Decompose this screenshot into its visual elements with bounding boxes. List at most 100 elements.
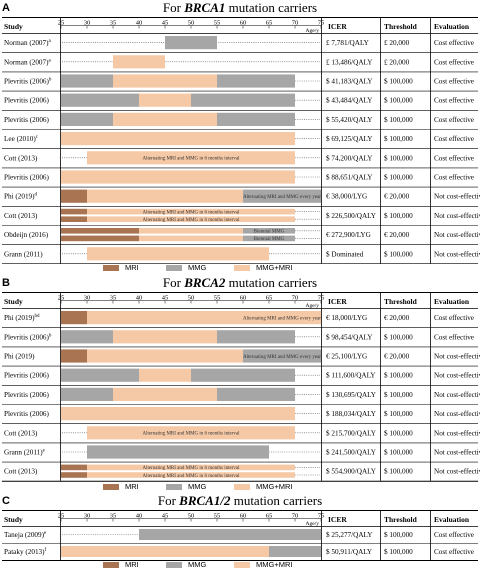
x-tick-label: 70	[292, 513, 299, 520]
bar-both	[61, 132, 295, 146]
bar-annotation: Biennial MMG	[254, 237, 285, 242]
bar-annotation: Alternating MRI and MMG in 6 months inte…	[142, 474, 240, 479]
row-study: Plevritis (2006)	[4, 391, 50, 399]
bar-mri	[61, 189, 87, 203]
row-study-superscript: d	[35, 193, 38, 198]
bar-annotation: Alternating MRI and MMG in 6 months inte…	[142, 466, 240, 471]
row-evaluation: Not cost-effective	[434, 391, 480, 399]
header-study: Study	[4, 297, 23, 306]
legend-mri: MRI	[103, 263, 139, 272]
row-threshold: $ 100,000	[384, 468, 413, 476]
bar-mmg	[139, 529, 321, 540]
x-tick-label: 40	[136, 295, 143, 302]
row-icer: € 272,900/LYG	[326, 231, 371, 239]
bar-both	[139, 368, 191, 382]
row-study: Plevritis (2006)	[4, 410, 50, 418]
row-icer: £ 13,486/QALY	[326, 58, 373, 66]
bar-mmg	[269, 546, 321, 557]
bar-mmg	[243, 235, 295, 242]
row-icer: $ 50,911/QALY	[326, 548, 373, 556]
x-tick-label: 55	[214, 513, 221, 520]
row-study: Cott (2013)	[4, 154, 38, 162]
row-icer: £ 7,781/QALY	[326, 39, 370, 47]
row-threshold: $ 100,000	[384, 97, 413, 105]
row-threshold: $ 100,000	[384, 429, 413, 437]
row-study: Phi (2019)d	[4, 193, 38, 201]
bar-mri	[61, 216, 87, 222]
bar-both	[87, 426, 295, 440]
row-icer: $ 69,125/QALY	[326, 135, 373, 143]
legend-mmg: MMG	[166, 263, 206, 272]
row-study: Pataky (2013)f	[4, 548, 47, 556]
row-evaluation: Cost effective	[434, 548, 474, 556]
bar-annotation: Alternating MRI and MMG in 6 months inte…	[142, 218, 240, 223]
x-tick-label: 65	[266, 295, 273, 302]
x-axis-unit: Age/y	[306, 303, 320, 309]
row-evaluation: Not cost-effective	[434, 410, 480, 418]
row-study: Plevritis (2006)	[4, 174, 50, 182]
row-evaluation: Cost effective	[434, 314, 474, 322]
bar-mmg	[87, 445, 269, 459]
bar-both	[243, 311, 321, 325]
x-tick-label: 30	[84, 513, 91, 520]
bar-both	[61, 546, 269, 557]
panel-a-chart: Study ICER Threshold Evaluation 25 30 35 40 45 50…	[2, 17, 480, 264]
title-prefix: For	[162, 275, 185, 290]
row-study: Cott (2013)	[4, 429, 38, 437]
bar-mmg	[217, 74, 295, 88]
header-icer: ICER	[328, 297, 347, 306]
x-tick-label: 30	[84, 295, 91, 302]
legend-swatch-both	[234, 265, 250, 272]
row-evaluation: Cost effective	[434, 154, 474, 162]
title-suffix: mutation carriers	[225, 0, 318, 15]
bar-both	[139, 228, 243, 234]
header-evaluation: Evaluation	[434, 297, 470, 306]
row-icer: $ 98,454/QALY	[326, 333, 373, 341]
x-tick-label: 50	[188, 513, 195, 520]
header-evaluation: Evaluation	[434, 515, 470, 524]
legend-mmg: MMG	[166, 482, 206, 491]
row-evaluation: Not cost-effective	[434, 429, 480, 437]
panel-b-letter: B	[2, 277, 10, 289]
row-threshold: $ 100,000	[384, 116, 413, 124]
x-tick-label: 25	[58, 20, 65, 27]
x-tick-label: 40	[136, 513, 143, 520]
row-icer: $ 130,695/QALY	[326, 391, 377, 399]
bar-mri	[61, 311, 87, 325]
row-threshold: £ 20,000	[384, 39, 410, 47]
legend-swatch-both	[234, 484, 250, 491]
row-threshold: $ 100,000	[384, 135, 413, 143]
x-tick-label: 70	[292, 20, 299, 27]
bar-mmg	[61, 93, 139, 107]
bar-mri	[61, 235, 139, 242]
row-study: Obdeijn (2016)	[4, 231, 49, 239]
row-icer: $ 188,034/QALY	[326, 410, 377, 418]
row-study: Plevritis (2006)	[4, 372, 50, 380]
legend-swatch-mri	[103, 265, 119, 272]
bar-mmg	[243, 349, 321, 363]
bar-both	[87, 216, 295, 222]
row-evaluation: Cost effective	[434, 333, 474, 341]
bar-both	[113, 55, 165, 69]
legend-both-label: MMG+MRI	[256, 263, 293, 272]
row-icer: $ 55,420/QALY	[326, 116, 373, 124]
row-study-superscript: b	[49, 78, 52, 83]
title-prefix: For	[162, 0, 185, 15]
bar-mmg	[61, 368, 139, 382]
header-evaluation: Evaluation	[434, 22, 470, 31]
bar-mmg	[61, 74, 113, 88]
bar-both	[113, 112, 217, 126]
x-tick-label: 45	[162, 20, 169, 27]
legend-mmg-label: MMG	[188, 560, 207, 569]
row-threshold: $ 100,000	[384, 250, 413, 258]
title-gene: BRCA1	[184, 0, 226, 15]
row-threshold: $ 100,000	[384, 548, 413, 556]
row-threshold: $ 100,000	[384, 410, 413, 418]
row-evaluation: Not cost-effective	[434, 250, 480, 258]
row-evaluation: Cost effective	[434, 97, 474, 105]
x-tick-label: 40	[136, 20, 143, 27]
header-study: Study	[4, 22, 23, 31]
bar-both	[87, 189, 243, 203]
row-evaluation: Cost effective	[434, 58, 474, 66]
bar-mri	[61, 228, 139, 234]
